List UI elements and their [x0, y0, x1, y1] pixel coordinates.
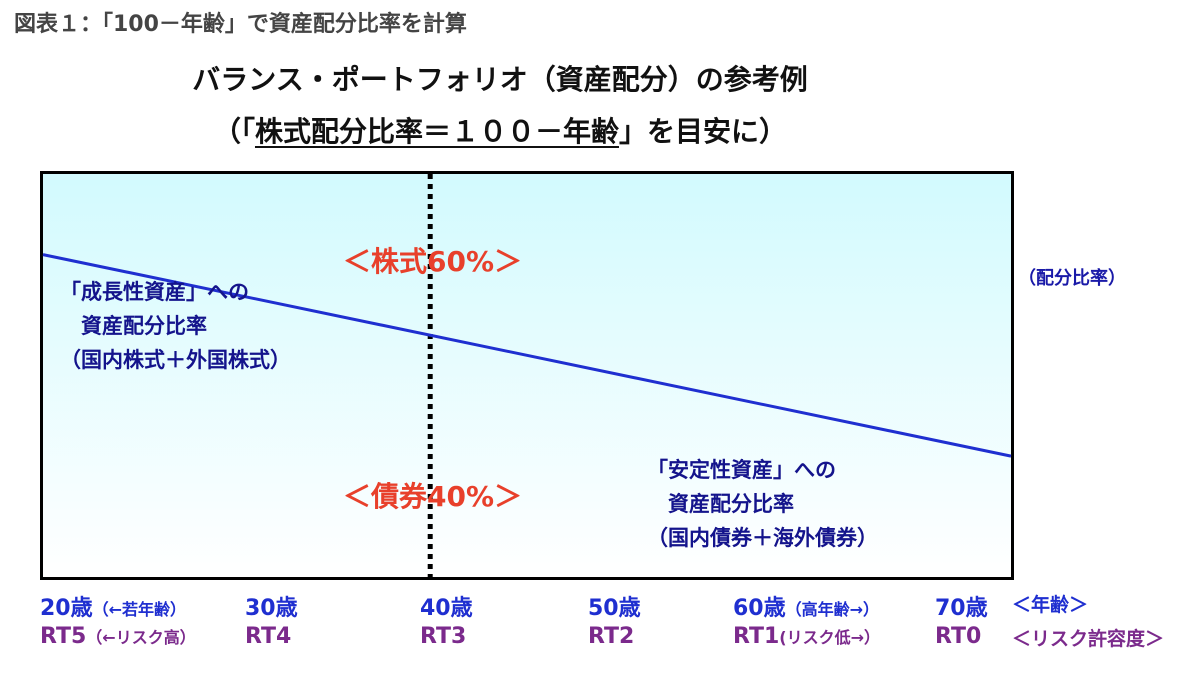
- bond-percentage-label: ＜債券40%＞: [343, 480, 523, 513]
- subtitle-formula: 株式配分比率＝１００－年齢: [254, 115, 619, 148]
- stable-asset-text: 「安定性資産」への 資産配分比率 （国内債券＋海外債券）: [647, 453, 878, 555]
- stable-asset-line: （国内債券＋海外債券）: [647, 526, 878, 550]
- chart-subtitle: （「株式配分比率＝１００－年齢」を目安に）: [0, 110, 1000, 150]
- chart-plot-area: [40, 171, 1014, 580]
- growth-asset-line: （国内株式＋外国株式）: [60, 348, 291, 372]
- growth-asset-line: 資産配分比率: [60, 314, 207, 338]
- allocation-line: [42, 253, 1012, 458]
- stock-percentage-label: ＜株式60%＞: [343, 245, 523, 278]
- subtitle-suffix: 」を目安に）: [619, 115, 788, 148]
- age-tick: 30歳: [245, 596, 298, 621]
- age-tick: 60歳（高年齢→）: [733, 596, 880, 621]
- rt-tick: RT0: [935, 624, 982, 649]
- rt-tick: RT3: [420, 624, 467, 649]
- growth-asset-text: 「成長性資産」への 資産配分比率 （国内株式＋外国株式）: [60, 275, 291, 377]
- rt-tick: RT2: [588, 624, 635, 649]
- age-tick: 70歳: [935, 596, 988, 621]
- age-axis-unit: ＜年齢＞: [1012, 594, 1089, 616]
- rt-note-high: （←リスク高）: [86, 628, 196, 647]
- rt-note-low: (リスク低→）: [779, 628, 881, 647]
- stable-asset-line: 資産配分比率: [647, 492, 794, 516]
- growth-asset-line: 「成長性資産」への: [60, 280, 249, 304]
- rt-tick: RT5（←リスク高）: [40, 624, 196, 649]
- allocation-ratio-label: （配分比率）: [1018, 268, 1126, 289]
- stable-asset-line: 「安定性資産」への: [647, 458, 836, 482]
- age-tick: 20歳（←若年齢）: [40, 596, 187, 621]
- figure-caption: 図表１：「100－年齢」で資産配分比率を計算: [14, 12, 467, 37]
- rt-tick: RT4: [245, 624, 292, 649]
- rt-axis-unit: ＜リスク許容度＞: [1012, 628, 1165, 650]
- chart-title: バランス・ポートフォリオ（資産配分）の参考例: [192, 63, 808, 96]
- rt-tick: RT1(リスク低→）: [733, 624, 881, 649]
- age-note-old: （高年齢→）: [785, 600, 880, 619]
- age-note-young: （←若年齢）: [92, 600, 187, 619]
- age-tick: 50歳: [588, 596, 641, 621]
- age-tick: 40歳: [420, 596, 473, 621]
- subtitle-prefix: （「: [212, 115, 255, 148]
